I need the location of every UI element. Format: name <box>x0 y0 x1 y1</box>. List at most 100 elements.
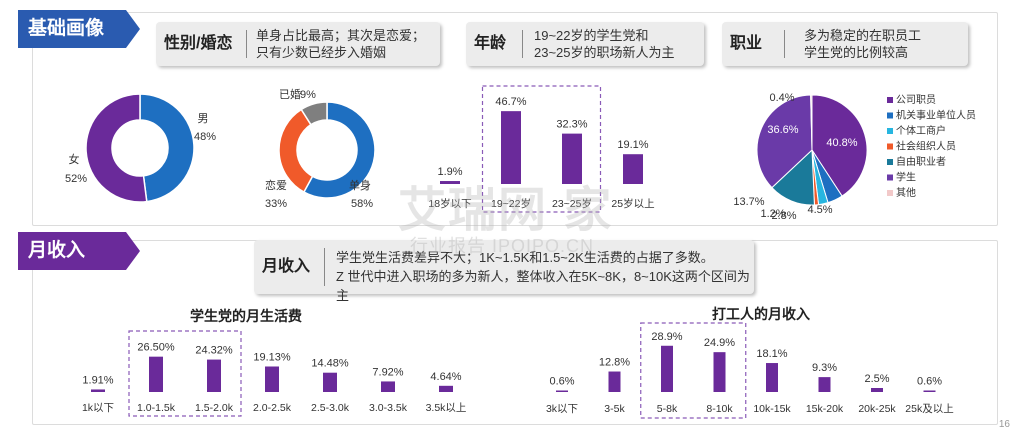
age-tick-label-0: 18岁以下 <box>428 197 471 210</box>
age-bar-3 <box>623 154 643 184</box>
worker-bar-5 <box>818 377 831 392</box>
gender-slice-0 <box>139 93 195 203</box>
occupation-slice-6 <box>810 94 813 151</box>
occupation-legend-item-3: 社会组织人员 <box>896 140 956 153</box>
occupation-legend-item-4: 自由职业者 <box>896 155 946 168</box>
occupation-legend-item-2: 个体工商户 <box>896 124 946 137</box>
worker-bar-0 <box>556 390 568 392</box>
gender-callout-label: 性别/婚恋 <box>164 35 233 52</box>
income-callout: 月收入 学生党生活费差异不大；1K~1.5K和1.5~2K生活费的占据了多数。 … <box>254 240 754 303</box>
age-value-label-3: 19.1% <box>617 139 648 151</box>
watermark-text: 艾瑞网 家 <box>398 184 614 237</box>
age-tick-label-3: 25岁以上 <box>611 197 654 210</box>
student-bar-0 <box>91 389 105 392</box>
gender-label-1: 女 <box>69 152 80 166</box>
student-tick-label-1: 1.0-1.5k <box>137 402 176 414</box>
age-bar-1 <box>501 111 521 184</box>
worker-tick-label-3: 8-10k <box>706 403 733 415</box>
occupation-slice-5 <box>756 94 813 189</box>
job-callout-line-2: 学生党的比例较高 <box>804 45 909 60</box>
marital-label-2: 已婚 <box>279 87 301 101</box>
worker-tick-label-0: 3k以下 <box>546 403 578 415</box>
age-callout: 年龄 19~22岁的学生党和 23~25岁的职场新人为主 <box>466 22 704 66</box>
occupation-value-label-1: 4.5% <box>807 204 832 216</box>
student-bar-1 <box>149 356 163 392</box>
student-value-label-5: 7.92% <box>372 366 403 378</box>
worker-tick-label-6: 20k-25k <box>858 403 896 415</box>
occupation-value-label-0: 40.8% <box>826 137 857 149</box>
student-value-label-6: 4.64% <box>430 371 461 383</box>
occupation-value-label-5: 36.6% <box>767 124 798 136</box>
worker-chart-title: 打工人的月收入 <box>712 306 810 322</box>
occupation-legend-swatch-0 <box>887 97 893 103</box>
worker-bar-2 <box>661 345 673 392</box>
worker-bar-3 <box>713 352 726 392</box>
student-tick-label-3: 2.0-2.5k <box>253 402 292 414</box>
gender-callout: 性别/婚恋 单身占比最高；其次是恋爱； 只有少数已经步入婚姻 <box>156 22 440 66</box>
age-value-label-1: 46.7% <box>495 96 526 108</box>
age-bar-2 <box>562 133 582 184</box>
student-tick-label-0: 1k以下 <box>82 402 114 414</box>
job-callout-label: 职业 <box>730 35 763 52</box>
worker-value-label-5: 9.3% <box>812 362 837 374</box>
occupation-legend-swatch-2 <box>887 128 893 134</box>
student-value-label-2: 24.32% <box>195 345 233 357</box>
worker-value-label-7: 0.6% <box>917 376 942 388</box>
gender-value-label-1: 52% <box>65 173 87 185</box>
worker-tick-label-5: 15k-20k <box>806 403 844 415</box>
occupation-legend-swatch-5 <box>887 174 893 181</box>
gender-slice-1 <box>85 93 148 203</box>
worker-tick-label-7: 25k及以上 <box>905 403 953 415</box>
occupation-legend-item-1: 机关事业单位人员 <box>896 109 976 122</box>
income-callout-line-2: Z 世代中进入职场的多为新人，整体收入在5K~8K，8~10K这两个区间为主 <box>336 269 750 303</box>
student-tick-label-2: 1.5-2.0k <box>195 402 234 414</box>
age-tick-label-1: 19~22岁 <box>491 197 531 210</box>
worker-bar-4 <box>766 363 778 392</box>
worker-tick-label-2: 5-8k <box>657 403 678 415</box>
worker-value-label-0: 0.6% <box>549 376 574 388</box>
student-bar-5 <box>381 381 395 392</box>
marital-label-1: 恋爱 <box>265 178 287 192</box>
worker-bar-7 <box>923 390 936 392</box>
worker-value-label-4: 18.1% <box>756 348 787 360</box>
age-callout-line-2: 23~25岁的职场新人为主 <box>534 45 675 60</box>
occupation-legend-item-5: 学生 <box>896 171 916 184</box>
watermark-subtext: 行业报告 IPOIPO.CN <box>410 236 595 256</box>
age-callout-label: 年龄 <box>474 35 507 52</box>
student-bar-4 <box>323 372 337 392</box>
worker-bar-6 <box>871 388 883 392</box>
worker-tick-label-4: 10k-15k <box>753 403 791 415</box>
age-bar-0 <box>440 181 460 184</box>
worker-tick-label-1: 3-5k <box>604 403 625 415</box>
marital-slice-0 <box>302 101 376 199</box>
student-tick-label-5: 3.0-3.5k <box>369 402 408 414</box>
age-callout-line-1: 19~22岁的学生党和 <box>534 28 649 43</box>
profile-section-tag: 基础画像 <box>18 10 140 48</box>
student-value-label-3: 19.13% <box>253 351 291 363</box>
job-callout-line-1: 多为稳定的在职员工 <box>804 28 922 43</box>
income-callout-line-1: 学生党生活费差异不大；1K~1.5K和1.5~2K生活费的占据了多数。 <box>336 250 714 265</box>
marital-slice-2 <box>300 101 328 126</box>
age-highlight-box <box>481 85 602 213</box>
student-value-label-4: 14.48% <box>311 358 349 370</box>
worker-bar-1 <box>608 371 621 392</box>
age-value-label-0: 1.9% <box>437 166 462 178</box>
income-callout-label: 月收入 <box>262 258 311 275</box>
student-tick-label-6: 3.5k以上 <box>426 402 467 414</box>
worker-highlight-box <box>640 322 747 419</box>
occupation-value-label-6: 0.4% <box>769 92 794 104</box>
student-value-label-0: 1.91% <box>82 374 113 386</box>
age-tick-label-2: 23~25岁 <box>552 197 592 210</box>
gender-callout-line-2: 只有少数已经步入婚姻 <box>256 45 387 60</box>
student-bar-2 <box>207 359 221 392</box>
marital-label-0: 单身 <box>349 178 371 192</box>
income-section-tag: 月收入 <box>18 232 140 270</box>
student-tick-label-4: 2.5-3.0k <box>311 402 350 414</box>
occupation-value-label-2: 2.8% <box>771 210 796 222</box>
occupation-legend-item-0: 公司职员 <box>896 94 936 106</box>
student-value-label-1: 26.50% <box>137 342 175 354</box>
occupation-legend-swatch-6 <box>887 190 893 196</box>
worker-value-label-6: 2.5% <box>864 373 889 385</box>
occupation-value-label-3: 1.2% <box>760 208 785 220</box>
occupation-legend-item-6: 其他 <box>896 186 916 199</box>
